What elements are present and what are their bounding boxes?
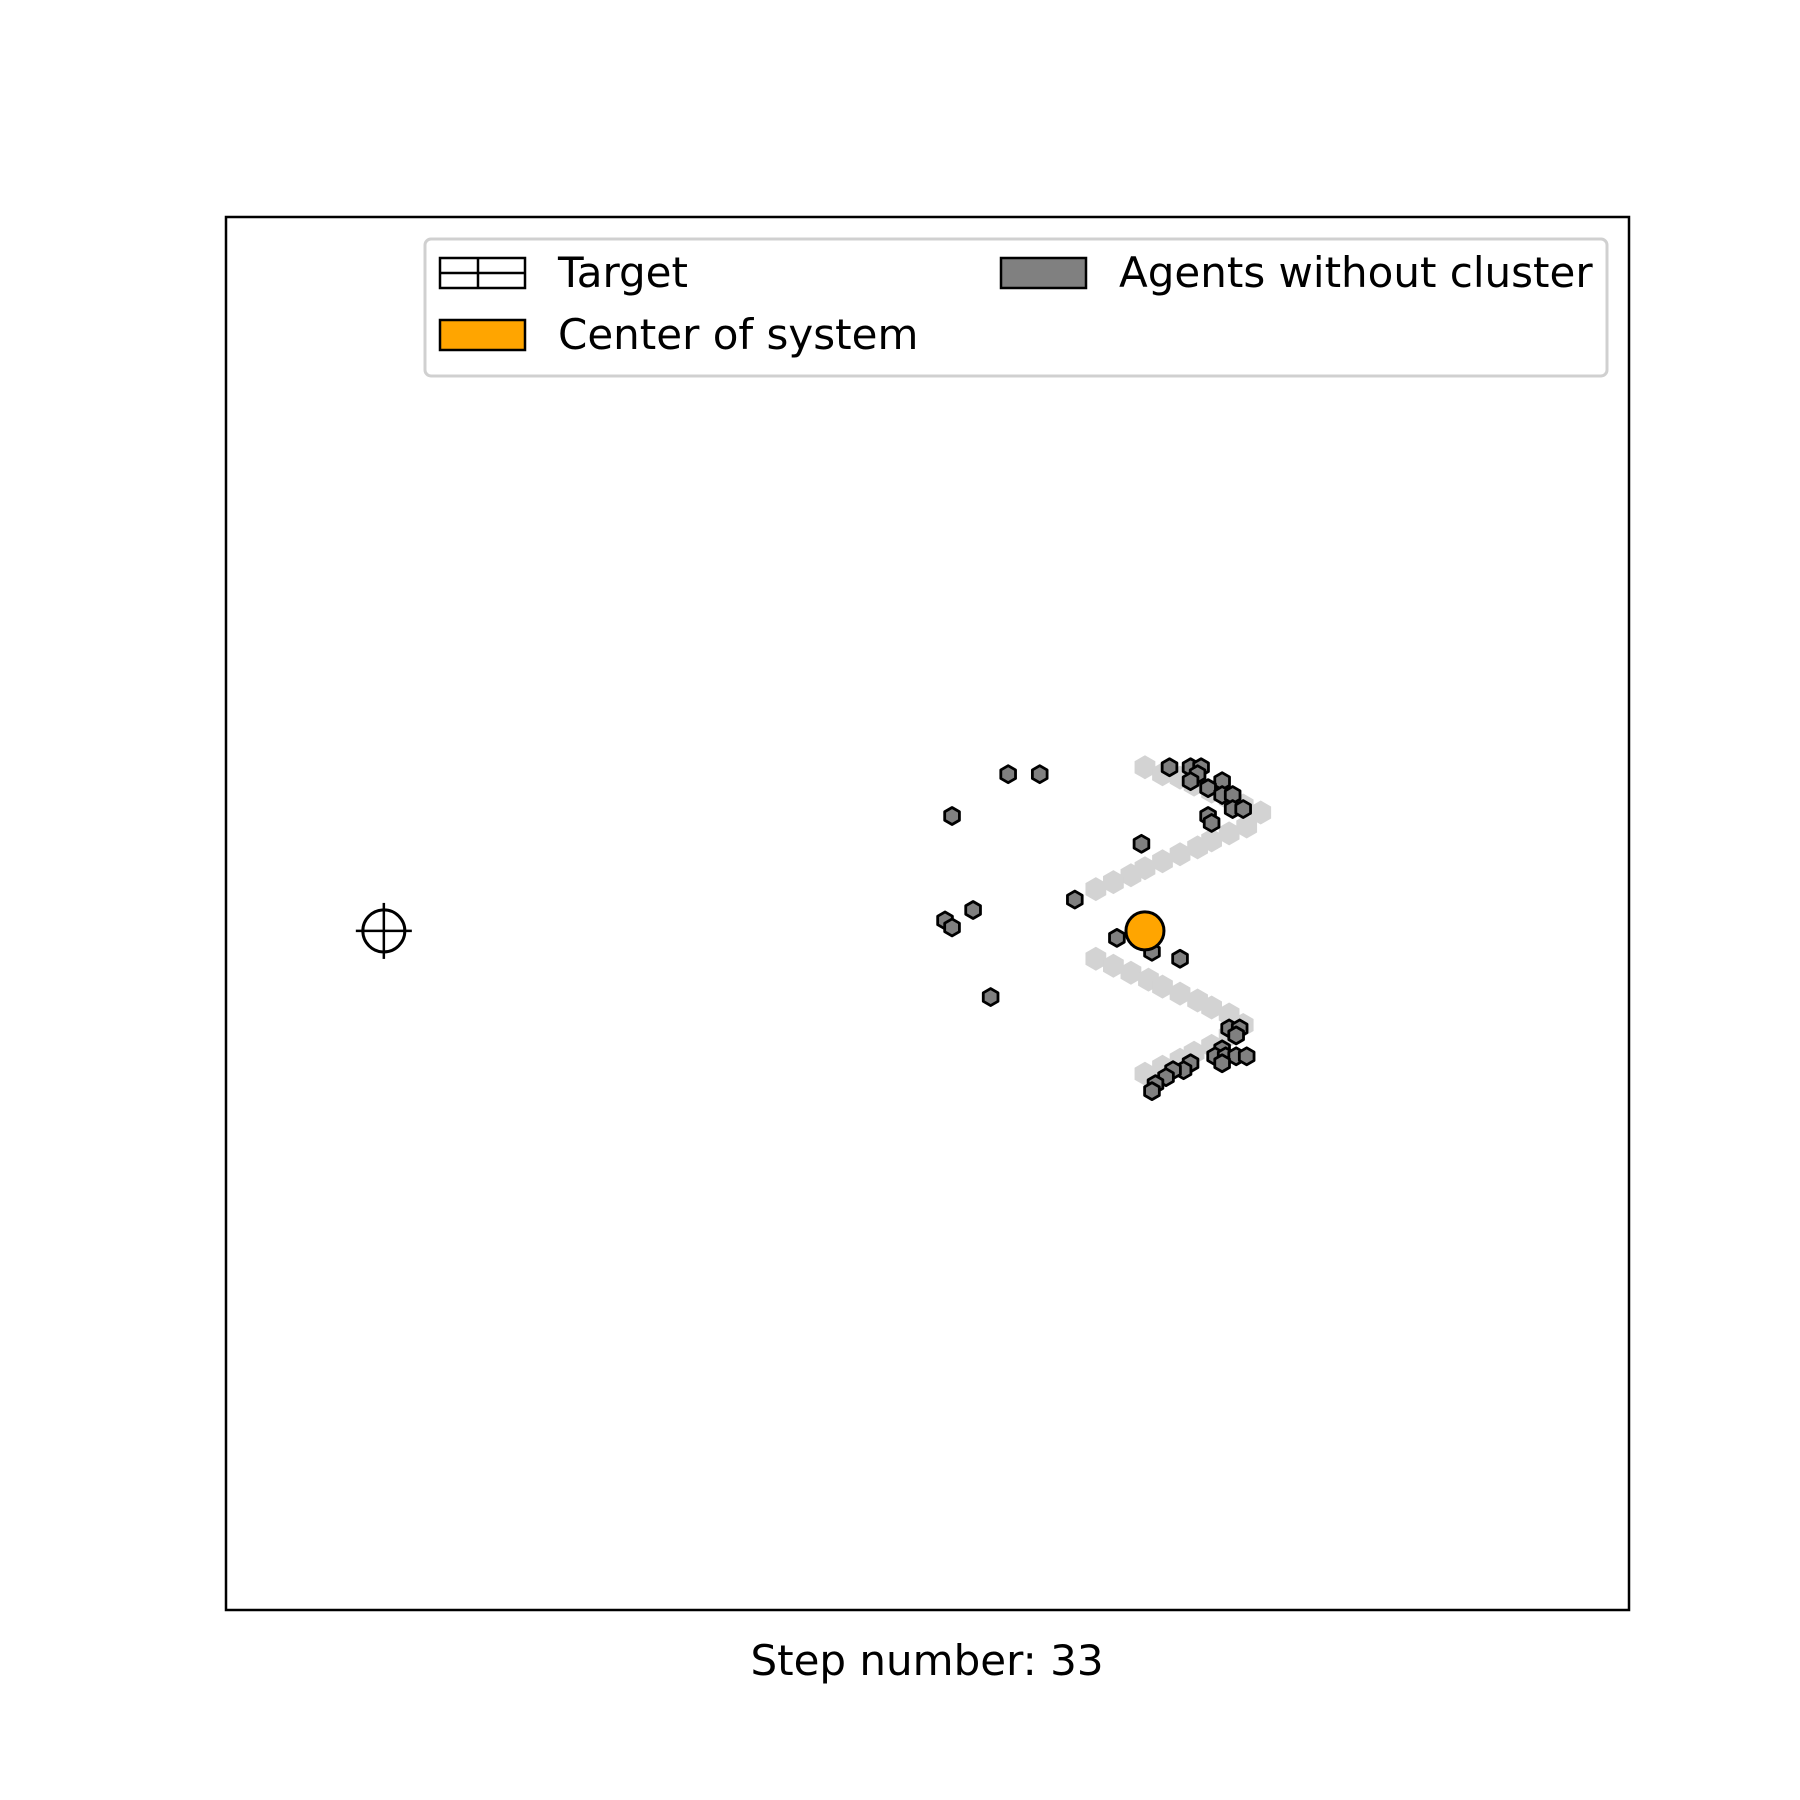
target-shape-cell-0 [1134,755,1156,780]
agent-point-7 [1108,927,1126,948]
agents-swatch-icon [999,256,1088,290]
target-shape-cell-19 [1103,953,1124,978]
agent-point-23 [1202,813,1221,833]
target-shape-cell-25 [1201,995,1222,1020]
legend-entry-agents: Agents without cluster [999,248,1593,297]
center-swatch-icon [438,318,527,352]
target-shape-cell-20 [1120,960,1142,985]
agent-point-24 [1132,833,1151,854]
legend: Target Center of system Agents without c… [423,237,1609,378]
agents-series [936,757,1256,1102]
target-shape-cell-8 [1236,814,1258,839]
target-marker [355,902,412,959]
center-of-system-marker [1124,910,1166,952]
agent-point-21 [1234,799,1252,819]
agent-point-9 [1171,948,1189,969]
target-shape-cell-11 [1187,835,1208,860]
target-shape-cell-15 [1120,863,1142,888]
target-shape-cell-12 [1169,842,1191,867]
x-axis-label: Step number: 33 [750,1636,1103,1685]
agent-point-39 [1143,1081,1161,1102]
legend-label-center: Center of system [558,310,918,359]
target-shape-cell-17 [1085,877,1107,902]
agent-point-10 [981,987,1000,1007]
agent-point-3 [1066,889,1084,910]
plot-area [226,217,1629,1610]
agent-point-2 [943,806,961,826]
agent-point-6 [943,917,961,938]
agent-point-32 [1237,1046,1256,1067]
target-shape-cell-9 [1218,821,1240,846]
legend-entry-target: Target [438,248,688,297]
agent-point-17 [1199,778,1217,799]
agent-point-11 [1160,757,1179,778]
target-shape-cell-13 [1152,849,1173,874]
target-shape-cell-18 [1085,946,1107,971]
agent-point-33 [1213,1053,1231,1074]
agent-point-0 [999,764,1017,785]
agent-point-1 [1030,764,1049,785]
agent-point-27 [1227,1025,1245,1046]
legend-label-agents: Agents without cluster [1119,248,1593,297]
target-shape-cell-16 [1103,870,1124,895]
target-shape-cell-22 [1152,974,1173,999]
target-shape-cell-23 [1169,981,1191,1006]
agent-point-4 [964,900,982,920]
legend-entry-center: Center of system [438,310,918,359]
legend-label-target: Target [557,248,688,297]
axes-frame [224,215,1631,1612]
target-shape-cell-7 [1250,800,1272,825]
agent-point-15 [1181,771,1200,792]
target-swatch-icon [438,256,527,290]
legend-box [423,237,1609,378]
center-of-system-point [1124,910,1166,952]
